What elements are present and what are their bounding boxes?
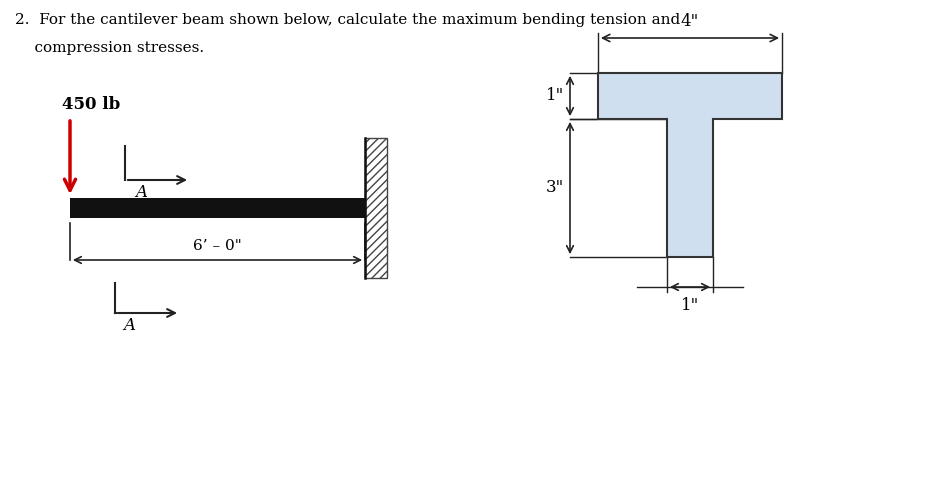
Text: 4": 4" <box>681 13 699 30</box>
Text: 3": 3" <box>545 180 564 196</box>
Text: 1": 1" <box>681 297 699 314</box>
Text: A: A <box>123 317 135 334</box>
Text: 1": 1" <box>545 87 564 105</box>
Text: 450 lb: 450 lb <box>62 96 120 113</box>
Text: compression stresses.: compression stresses. <box>15 41 204 55</box>
Text: 2.  For the cantilever beam shown below, calculate the maximum bending tension a: 2. For the cantilever beam shown below, … <box>15 13 681 27</box>
Bar <box>70 198 365 218</box>
Bar <box>365 138 387 278</box>
Polygon shape <box>598 73 782 257</box>
Text: A: A <box>135 184 147 201</box>
Text: 6’ – 0": 6’ – 0" <box>193 239 242 253</box>
